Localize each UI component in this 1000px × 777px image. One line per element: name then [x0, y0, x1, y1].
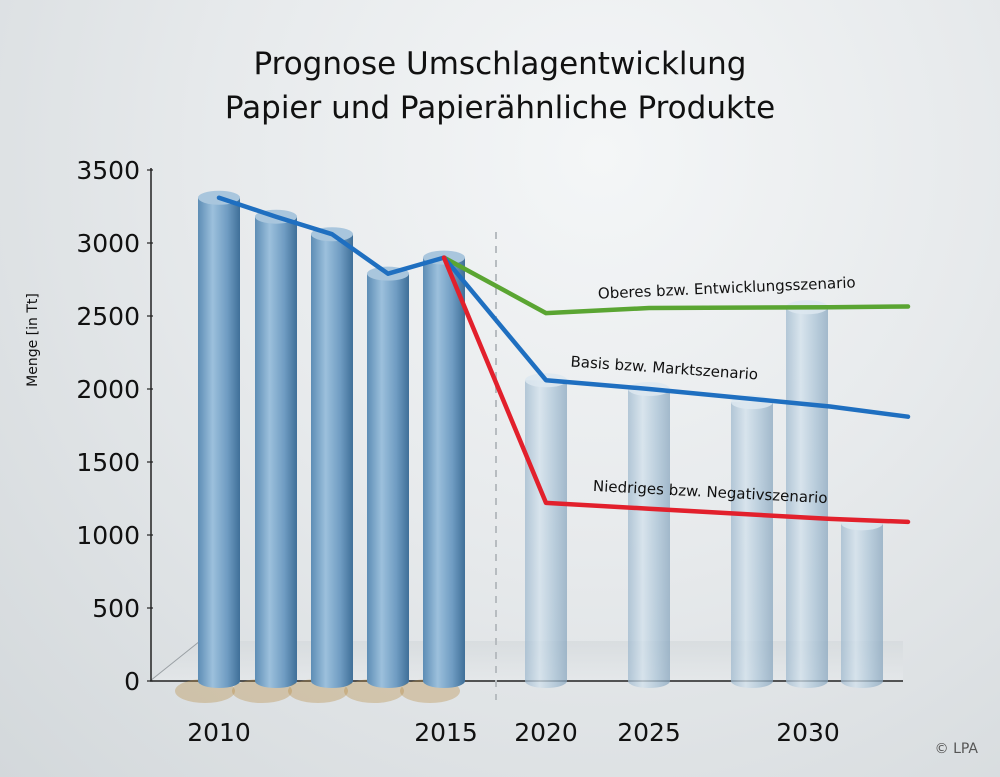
y-tick-label: 2000	[76, 375, 140, 404]
bar-body	[198, 197, 240, 689]
bar-forecast-2030	[731, 395, 773, 688]
y-tick-label: 500	[92, 594, 140, 623]
bar-body	[628, 389, 670, 688]
floor-edge	[149, 640, 201, 682]
bar-forecast-2025	[628, 382, 670, 688]
series-line	[441, 255, 911, 525]
series-line	[441, 255, 911, 316]
scenario-lines	[216, 195, 911, 525]
x-axis-labels: 2010 2015 2020 2025 2030	[187, 718, 840, 747]
y-tick-label: 0	[124, 667, 140, 696]
x-tick-label: 2015	[414, 718, 478, 747]
chart-title-line-1: Prognose Umschlagentwicklung	[253, 46, 747, 82]
bar-body	[423, 257, 465, 688]
bar-2010	[175, 190, 240, 703]
y-tick-label: 3500	[76, 156, 140, 185]
bar-2011	[232, 209, 297, 703]
bar-forecast-2030	[841, 516, 883, 688]
bar-body	[367, 273, 409, 688]
bar-2012	[288, 227, 353, 703]
copyright-credit: © LPA	[934, 741, 978, 757]
bar-forecast-2020	[525, 373, 567, 688]
y-tick-label: 3000	[76, 229, 140, 258]
x-tick-label: 2030	[776, 718, 840, 747]
bar-body	[731, 402, 773, 688]
bar-body	[255, 216, 297, 688]
chart-title-line-2: Papier und Papierähnliche Produkte	[224, 90, 776, 126]
x-tick-label: 2025	[617, 718, 681, 747]
x-tick-label: 2020	[514, 718, 578, 747]
y-axis: 0 500 1000 1500 2000 2500 3000 3500	[76, 156, 153, 696]
bar-2013	[344, 266, 409, 703]
y-axis-label: Menge [in Tt]	[25, 293, 41, 387]
y-tick-label: 2500	[76, 302, 140, 331]
bars	[175, 190, 883, 703]
series-label: Oberes bzw. Entwicklungsszenario	[598, 273, 856, 302]
y-tick-label: 1500	[76, 448, 140, 477]
y-tick-label: 1000	[76, 521, 140, 550]
bar-body	[525, 380, 567, 688]
x-tick-label: 2010	[187, 718, 251, 747]
bar-2014	[400, 250, 465, 703]
bar-body	[841, 523, 883, 688]
series-label: Basis bzw. Marktszenario	[570, 352, 759, 383]
bar-body	[311, 234, 353, 689]
